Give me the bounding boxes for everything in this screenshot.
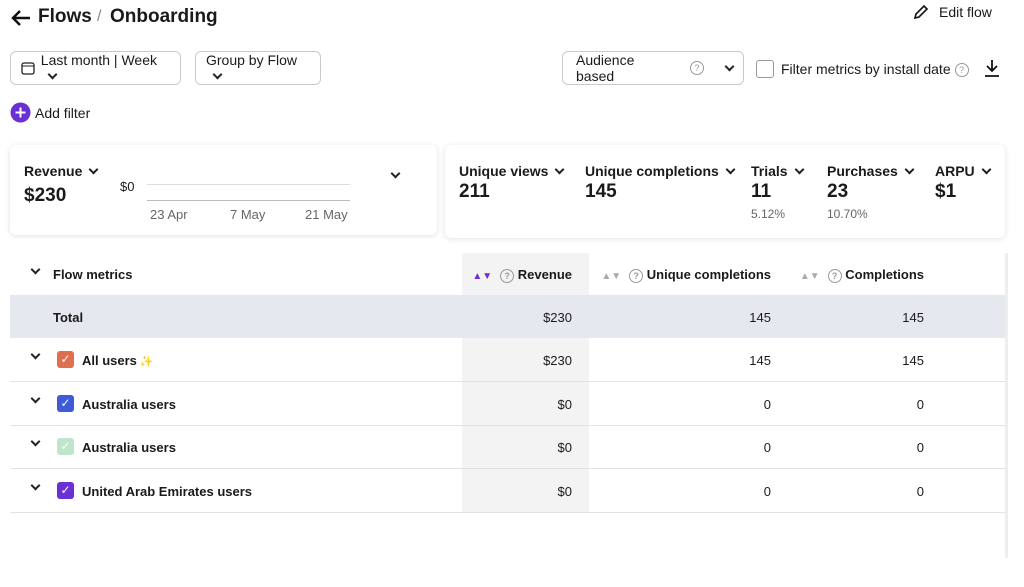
- table-header: Flow metrics ▲▼ Revenue ▲▼ Unique complet…: [10, 253, 1005, 295]
- row-chevron[interactable]: [24, 349, 39, 364]
- row-name: All users ✨: [82, 353, 154, 368]
- column-header[interactable]: ▲▼ Completions: [800, 267, 924, 283]
- audience: Audience based: [576, 52, 635, 84]
- row-cell: 0: [916, 440, 924, 455]
- edit-flow[interactable]: Edit flow: [939, 4, 992, 20]
- audience-button[interactable]: Audience based: [562, 51, 744, 85]
- group-by-button[interactable]: Group by Flow: [195, 51, 321, 85]
- chart-x-label: 21 May: [305, 207, 348, 222]
- row-cell: $0: [557, 483, 572, 499]
- help-icon: [827, 268, 842, 283]
- total-row: Total $230 145 145: [10, 295, 1005, 338]
- row-cell: 145: [902, 353, 924, 368]
- collapse-chevron[interactable]: [24, 264, 39, 279]
- revenue-card: Revenue $230 $0 23 Apr 7 May 21 May: [10, 145, 437, 235]
- column-header[interactable]: ▲▼ Unique completions: [601, 267, 771, 283]
- breadcrumb-separator: /: [97, 8, 102, 25]
- metric-sub: 5.12%: [751, 207, 786, 221]
- column-header[interactable]: ▲▼ Revenue: [472, 267, 572, 283]
- back-arrow[interactable]: [10, 8, 32, 28]
- date-range: Last month | Week: [41, 52, 170, 84]
- chart-axis: [147, 200, 350, 201]
- row-cell: 0: [763, 396, 771, 412]
- total-label: Total: [53, 310, 84, 325]
- download-icon[interactable]: [983, 58, 1001, 78]
- row-badge: ✨: [139, 356, 154, 368]
- metric-sub: 10.70%: [827, 207, 868, 221]
- metric-label[interactable]: Unique completions: [585, 163, 734, 179]
- table-row: ✓ United Arab Emirates users $0 0 0: [10, 469, 1005, 513]
- row-cell: $0: [557, 440, 572, 455]
- row-name: United Arab Emirates users: [82, 484, 252, 499]
- row-cell: 0: [763, 483, 771, 499]
- help-icon: [500, 268, 515, 283]
- row-checkbox[interactable]: ✓: [57, 481, 74, 499]
- pencil-icon[interactable]: [912, 3, 930, 21]
- table-title: Flow metrics: [53, 267, 133, 282]
- chart-x-label: 7 May: [230, 207, 266, 222]
- total-cell: $230: [543, 310, 572, 325]
- row-name-text: Australia users: [82, 440, 176, 455]
- table-row: ✓ Australia users $0 0 0: [10, 425, 1005, 469]
- row-name-text: All users: [82, 353, 137, 368]
- row-cell: 0: [763, 440, 771, 455]
- row-name: Australia users: [82, 440, 176, 455]
- group-by: Group by Flow: [206, 52, 310, 84]
- chart-gridline: [147, 184, 350, 185]
- checkbox[interactable]: [756, 60, 774, 78]
- row-chevron[interactable]: [24, 393, 39, 408]
- row-checkbox[interactable]: ✓: [57, 394, 74, 412]
- help-icon: [690, 61, 704, 75]
- breadcrumb-current: Onboarding: [110, 6, 218, 27]
- row-chevron[interactable]: [24, 480, 39, 495]
- metric-value: 145: [585, 181, 617, 202]
- row-chevron[interactable]: [24, 436, 39, 451]
- row-name-text: Australia users: [82, 396, 176, 412]
- table-row: ✓ Australia users $0 0 0: [10, 382, 1005, 426]
- revenue-label[interactable]: Revenue: [24, 163, 97, 179]
- metrics-card: Unique views 211 Unique completions 145 Tria…: [445, 145, 1005, 238]
- row-cell: 0: [916, 396, 924, 412]
- row-checkbox[interactable]: ✓: [57, 438, 74, 455]
- row-name: Australia users: [82, 397, 176, 412]
- metric-label[interactable]: ARPU: [935, 163, 990, 179]
- scrollbar: [1005, 253, 1008, 558]
- chevron: [718, 60, 733, 76]
- metric-value: 211: [459, 181, 490, 202]
- row-checkbox[interactable]: ✓: [57, 351, 74, 368]
- table-row: ✓ All users ✨ $230 145 145: [10, 338, 1005, 382]
- help-icon: [629, 268, 644, 283]
- calendar-icon: [21, 62, 35, 75]
- metric-label[interactable]: Trials: [751, 163, 803, 179]
- row-name-text: United Arab Emirates users: [82, 483, 253, 499]
- total-cell: 145: [749, 310, 771, 325]
- column-title: Completions: [845, 267, 924, 282]
- add-filter[interactable]: Add filter: [35, 105, 91, 121]
- metric-value: 23: [827, 181, 849, 202]
- metric-label[interactable]: Purchases: [827, 163, 913, 179]
- metric-label[interactable]: Unique views: [459, 163, 563, 179]
- filter-text: Filter metrics by install date: [781, 61, 951, 77]
- column-title: Unique completions: [646, 267, 771, 282]
- metric-value: $1: [935, 181, 957, 202]
- total-cell: 145: [902, 310, 924, 325]
- filter-checkbox-label[interactable]: Filter metrics by install date: [781, 61, 969, 78]
- date-range-button[interactable]: Last month | Week: [10, 51, 181, 85]
- row-cell: $0: [557, 396, 572, 412]
- metric-value: 11: [751, 181, 772, 202]
- chart-x-label: 23 Apr: [150, 207, 188, 222]
- revenue-value: $230: [24, 185, 67, 206]
- chart-y-label: $0: [120, 179, 135, 194]
- row-cell: 145: [749, 353, 771, 368]
- column-title: Revenue: [517, 267, 572, 282]
- add-filter-icon[interactable]: [10, 102, 31, 123]
- row-cell: 0: [916, 483, 924, 499]
- row-cell: $230: [543, 353, 572, 368]
- breadcrumb-root[interactable]: Flows: [38, 6, 92, 27]
- expand-chevron[interactable]: [384, 167, 399, 185]
- help-icon: [954, 63, 969, 78]
